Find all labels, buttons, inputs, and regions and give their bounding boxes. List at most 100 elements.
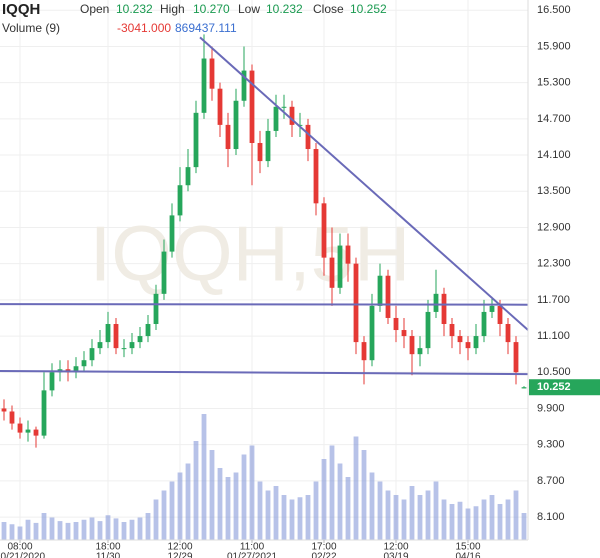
y-tick-label: 10.500 xyxy=(537,366,571,378)
volume-bar xyxy=(241,454,247,540)
volume-bar xyxy=(481,499,487,540)
trendline-layer xyxy=(0,36,529,376)
y-tick-label: 15.300 xyxy=(537,77,571,89)
volume-bar xyxy=(233,472,239,540)
candle-body xyxy=(337,245,343,288)
candle-body xyxy=(201,58,207,113)
close-label: Close xyxy=(313,2,344,16)
candle-body xyxy=(113,324,119,349)
candle-body xyxy=(409,336,415,355)
low-value: 10.232 xyxy=(266,2,303,16)
price-tag-label: 10.252 xyxy=(537,381,571,393)
volume-bar xyxy=(161,490,167,540)
volume-layer xyxy=(1,414,527,540)
candle-body xyxy=(513,342,519,373)
candle-body xyxy=(89,348,95,361)
candle-body xyxy=(161,251,167,294)
volume-bar xyxy=(321,459,327,540)
x-tick-label: 08:00 xyxy=(7,542,32,553)
candle-body xyxy=(377,275,383,306)
candle-body xyxy=(153,293,159,324)
open-label: Open xyxy=(80,2,109,16)
candle-body xyxy=(249,70,255,143)
candle-body xyxy=(289,106,295,125)
volume-bar xyxy=(225,477,231,540)
volume-bar xyxy=(361,450,367,540)
high-value: 10.270 xyxy=(193,2,230,16)
candle-body xyxy=(329,257,335,288)
candle-body xyxy=(281,106,287,108)
x-tick-label: 12:00 xyxy=(167,542,192,553)
volume-bar xyxy=(441,499,447,540)
volume-bar xyxy=(153,499,159,540)
volume-bar xyxy=(81,519,87,540)
x-tick-label: 10/21/2020 xyxy=(0,552,45,558)
x-tick-label: 15:00 xyxy=(455,542,480,553)
symbol: IQQH xyxy=(2,1,40,18)
volume-bar xyxy=(9,524,15,540)
volume-bar xyxy=(17,526,23,540)
volume-bar xyxy=(33,522,39,540)
volume-bar xyxy=(185,463,191,540)
volume-bar xyxy=(337,463,343,540)
candle-body xyxy=(41,390,47,436)
volume-label: Volume (9) xyxy=(2,21,60,35)
x-tick-label: 12/29 xyxy=(167,552,192,558)
volume-bar xyxy=(489,495,495,540)
candle-body xyxy=(25,429,31,433)
volume-bar xyxy=(457,501,463,540)
volume-bar xyxy=(145,513,151,540)
candle-body xyxy=(177,185,183,216)
volume-bar xyxy=(113,518,119,540)
y-tick-label: 14.100 xyxy=(537,149,571,161)
y-tick-label: 8.700 xyxy=(537,475,565,487)
candle-body xyxy=(417,348,423,355)
candle-body xyxy=(457,336,463,343)
candle-body xyxy=(273,106,279,131)
volume-bar xyxy=(521,513,527,540)
candle-body xyxy=(369,305,375,361)
watermark: IQQH,5H xyxy=(90,210,411,298)
volume-bar xyxy=(49,517,55,540)
y-tick-label: 14.700 xyxy=(537,113,571,125)
volume-bar xyxy=(385,490,391,540)
x-tick-label: 03/19 xyxy=(383,552,408,558)
y-tick-label: 11.700 xyxy=(537,294,570,306)
volume-bar xyxy=(289,499,295,540)
candle-body xyxy=(393,317,399,331)
x-tick-label: 02/22 xyxy=(311,552,336,558)
volume-bar xyxy=(305,495,311,540)
candle-body xyxy=(9,411,15,424)
close-value: 10.252 xyxy=(350,2,387,16)
volume-bar xyxy=(417,495,423,540)
candle-body xyxy=(17,423,23,433)
volume-bar xyxy=(1,522,7,540)
candle-body xyxy=(49,372,55,391)
candle-body xyxy=(385,275,391,318)
x-tick-label: 11/30 xyxy=(96,552,121,558)
candle-body xyxy=(105,324,111,343)
candle-body xyxy=(209,58,215,89)
axis-layer: 16.500 15.900 15.300 14.700 14.100 13.500 12.9… xyxy=(0,4,571,558)
volume-bar xyxy=(425,490,431,540)
volume-bar xyxy=(449,504,455,540)
candle-body xyxy=(489,305,495,312)
candle-body xyxy=(185,167,191,186)
volume-bar xyxy=(121,522,127,540)
candle-body xyxy=(353,263,359,343)
volume-bar xyxy=(377,481,383,540)
candle-body xyxy=(401,330,407,337)
x-tick-label: 04/16 xyxy=(455,552,480,558)
volume-bar xyxy=(433,481,439,540)
volume-value: -3041.000 xyxy=(117,21,171,35)
volume-bar xyxy=(65,522,71,540)
volume-bar xyxy=(249,445,255,540)
candle-body xyxy=(497,305,503,324)
volume-bar xyxy=(201,414,207,540)
volume-bar xyxy=(193,441,199,540)
candle-body xyxy=(265,130,271,162)
volume-bar xyxy=(369,472,375,540)
low-label: Low xyxy=(238,2,260,16)
candle-body xyxy=(129,342,135,349)
